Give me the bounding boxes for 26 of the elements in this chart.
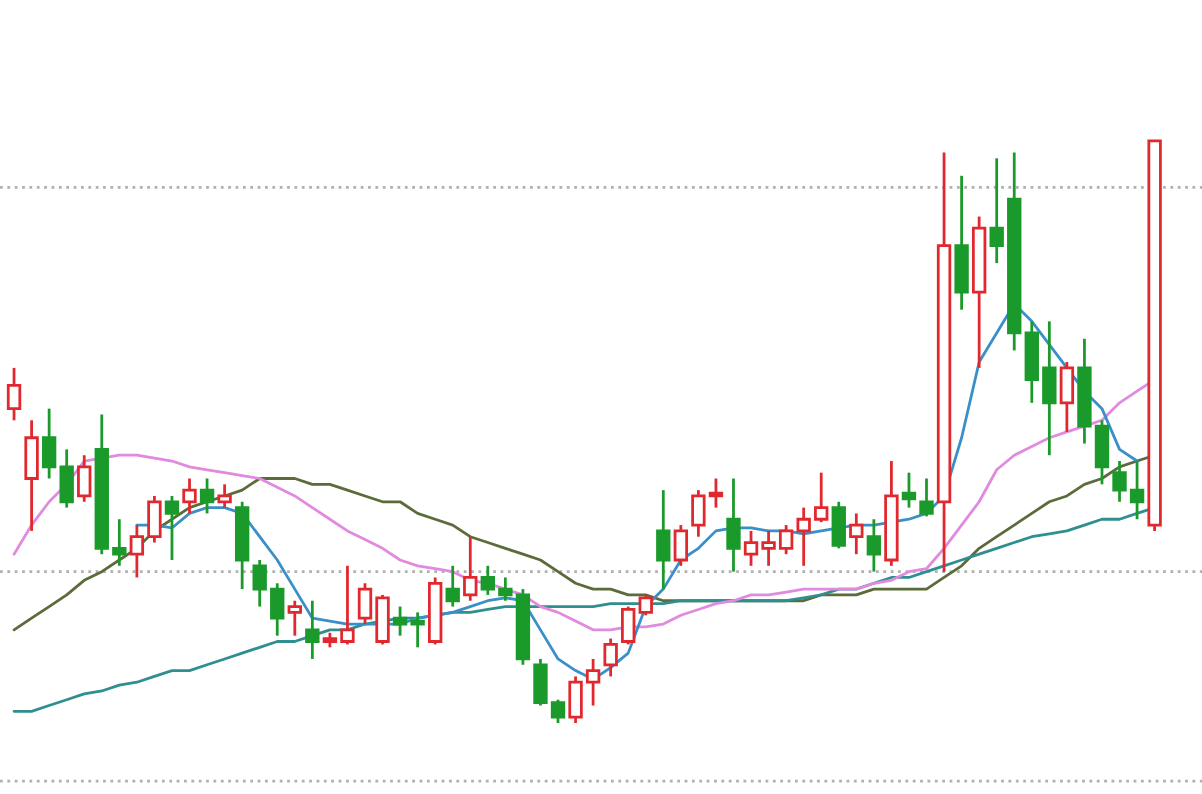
- candlestick: [445, 564, 460, 608]
- candlestick: [199, 477, 215, 515]
- candlestick: [831, 500, 846, 550]
- candlestick: [901, 471, 917, 509]
- candlestick: [954, 174, 969, 312]
- candlestick: [673, 523, 689, 568]
- candlestick: [305, 599, 320, 661]
- candlestick: [287, 599, 302, 638]
- candlestick: [182, 477, 197, 515]
- candlestick: [726, 477, 741, 574]
- candlestick: [866, 517, 882, 574]
- candlestick: [603, 637, 618, 678]
- candlestick: [638, 593, 653, 617]
- candlestick: [1059, 360, 1075, 434]
- candlestick: [24, 418, 39, 533]
- candlestick: [59, 448, 74, 509]
- candlestick: [463, 535, 478, 603]
- candlestick: [6, 366, 22, 422]
- candlestick: [41, 407, 57, 480]
- candlestick: [217, 482, 232, 509]
- candlestick: [656, 488, 671, 591]
- candlestick: [77, 453, 92, 504]
- candlestick: [919, 477, 934, 518]
- candlestick: [621, 605, 636, 646]
- candlestick: [164, 494, 180, 562]
- candlestick: [849, 512, 864, 556]
